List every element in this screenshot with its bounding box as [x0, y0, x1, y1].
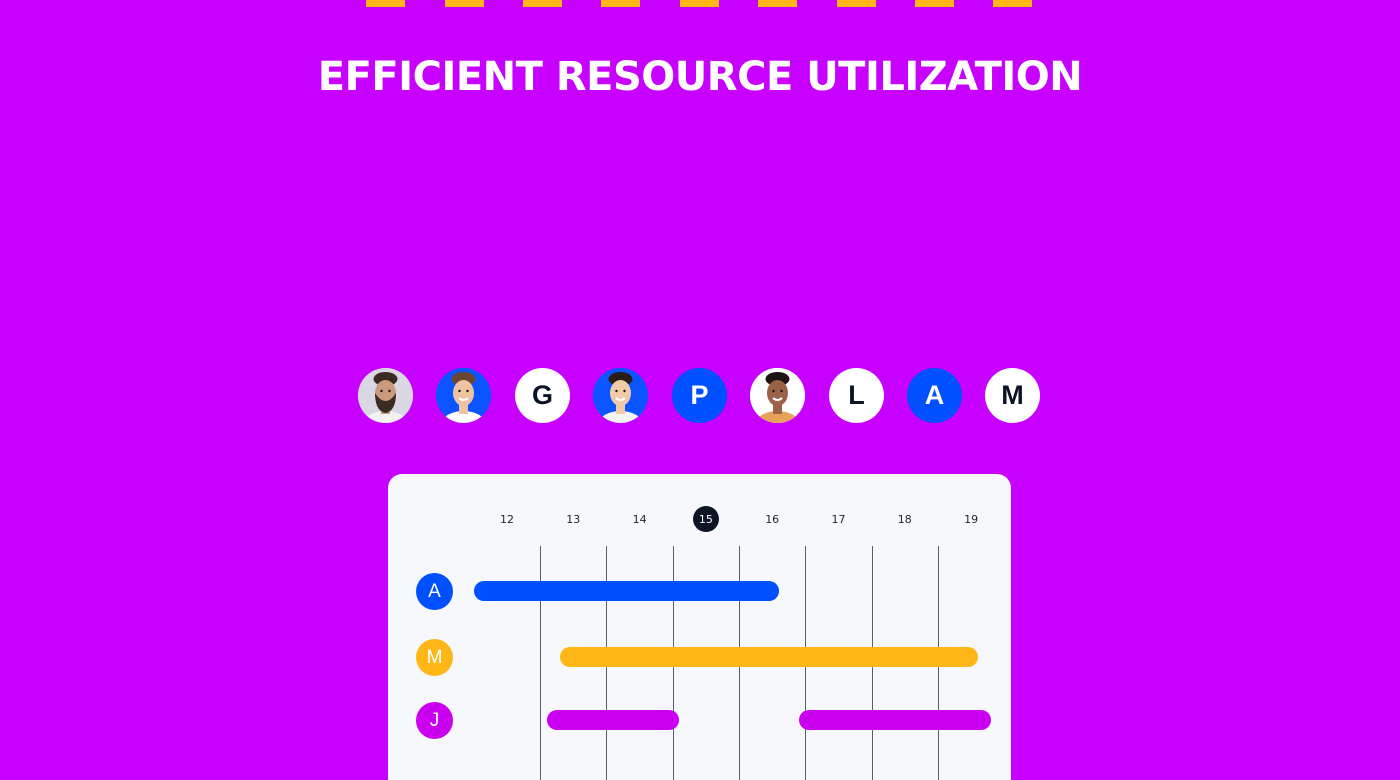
day-label[interactable]: 13 — [566, 512, 581, 526]
row-avatar[interactable]: M — [416, 639, 453, 676]
assignment-bar[interactable] — [473, 581, 779, 601]
stacked-bar — [366, 0, 405, 7]
grid-line — [540, 546, 541, 780]
smiling-woman-avatar — [750, 368, 805, 423]
bar-segment — [993, 0, 1032, 7]
assignment-bar[interactable] — [798, 710, 991, 730]
stacked-bar — [993, 0, 1032, 7]
row-avatar[interactable]: A — [416, 573, 453, 610]
avatar-initial: A — [907, 368, 962, 423]
avatar-initial: G — [515, 368, 570, 423]
stacked-bar — [523, 0, 562, 7]
bar-segment — [445, 0, 484, 7]
bearded-man-avatar — [358, 368, 413, 423]
assignment-bar[interactable] — [560, 647, 978, 667]
schedule-panel: 12 13 14 15 16 17 18 19 A M J — [388, 474, 1011, 780]
stacked-bar — [837, 0, 876, 7]
bar-segment — [523, 0, 562, 7]
stacked-bar — [915, 0, 954, 7]
stacked-bar — [445, 0, 484, 7]
day-label[interactable]: 18 — [897, 512, 912, 526]
bar-segment — [680, 0, 719, 7]
page-title: EFFICIENT RESOURCE UTILIZATION — [317, 54, 1083, 100]
young-man-avatar — [436, 368, 491, 423]
avatar-initial: P — [672, 368, 727, 423]
day-label[interactable]: 14 — [632, 512, 647, 526]
day-label[interactable]: 12 — [500, 512, 514, 526]
assignment-bar[interactable] — [546, 710, 680, 730]
stacked-bar — [758, 0, 797, 7]
stacked-bar — [601, 0, 640, 7]
bar-segment — [758, 0, 797, 7]
avatar-initial: M — [985, 368, 1040, 423]
day-label[interactable]: 17 — [831, 512, 846, 526]
row-avatar[interactable]: J — [416, 702, 453, 739]
bar-segment — [601, 0, 640, 7]
bar-segment — [366, 0, 405, 7]
day-label-today[interactable]: 15 — [692, 506, 719, 532]
bar-segment — [915, 0, 954, 7]
stacked-bar — [680, 0, 719, 7]
avatar-initial: L — [829, 368, 884, 423]
utilization-chart — [366, 0, 1032, 7]
bar-segment — [837, 0, 876, 7]
smiling-man-avatar — [593, 368, 648, 423]
day-label[interactable]: 16 — [765, 512, 780, 526]
day-label[interactable]: 19 — [964, 512, 979, 526]
